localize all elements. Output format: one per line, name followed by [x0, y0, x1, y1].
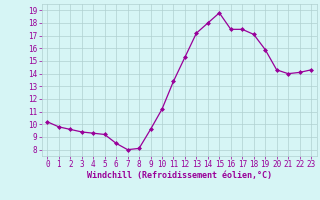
X-axis label: Windchill (Refroidissement éolien,°C): Windchill (Refroidissement éolien,°C): [87, 171, 272, 180]
